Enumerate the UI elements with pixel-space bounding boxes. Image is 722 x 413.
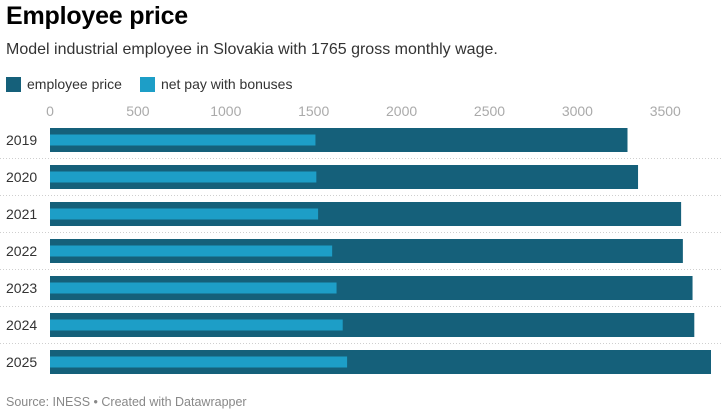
category-label: 2022 (6, 243, 37, 259)
bar-net-pay (50, 208, 319, 220)
legend-item-net-pay: net pay with bonuses (139, 76, 293, 92)
bar-net-pay (50, 134, 316, 146)
category-label: 2021 (6, 206, 37, 222)
chart-title: Employee price (6, 2, 189, 30)
category-label: 2020 (6, 169, 37, 185)
legend-label-employee-price: employee price (27, 76, 122, 92)
bar-net-pay (50, 319, 343, 331)
bar-net-pay (50, 356, 348, 368)
x-tick-label: 3500 (650, 103, 681, 119)
category-label: 2019 (6, 132, 37, 148)
legend-swatch-employee-price (6, 76, 21, 92)
x-tick-label: 1500 (298, 103, 329, 119)
bar-net-pay (50, 282, 337, 294)
source-footer: Source: INESS • Created with Datawrapper (6, 395, 247, 409)
x-tick-label: 2500 (474, 103, 505, 119)
legend-swatch-net-pay (139, 76, 155, 92)
bar-net-pay (50, 245, 333, 257)
x-tick-label: 0 (46, 103, 54, 119)
chart-subtitle: Model industrial employee in Slovakia wi… (6, 41, 498, 58)
x-tick-label: 3000 (562, 103, 593, 119)
legend-item-employee-price: employee price (6, 76, 122, 92)
x-tick-label: 500 (126, 103, 150, 119)
bar-chart: 0 500 1000 1500 2000 2500 3000 3500 2019 2020 2021… (0, 103, 722, 374)
category-label: 2024 (6, 317, 37, 333)
bar-net-pay (50, 171, 317, 183)
legend-label-net-pay: net pay with bonuses (160, 76, 293, 92)
legend: employee price net pay with bonuses (6, 75, 310, 93)
category-label: 2025 (6, 354, 37, 370)
category-label: 2023 (6, 280, 37, 296)
x-tick-label: 2000 (386, 103, 417, 119)
x-tick-label: 1000 (210, 103, 241, 119)
